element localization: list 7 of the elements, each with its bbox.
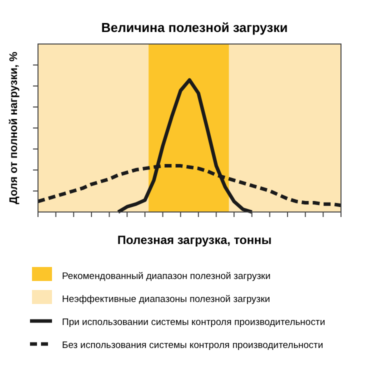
y-axis-title: Доля от полной нагрузки, % — [8, 52, 20, 204]
legend-label: При использовании системы контроля производительности — [62, 317, 326, 328]
legend-label: Без использования системы контроля производительности — [62, 340, 324, 351]
chart-title: Величина полезной загрузки — [101, 20, 288, 35]
text: Неэффективные диапазоны полезной загрузки — [62, 294, 270, 305]
x-axis-title: Полезная загрузка, тонны — [117, 233, 272, 247]
text: Рекомендованный диапазон полезной загрузки — [62, 271, 271, 282]
